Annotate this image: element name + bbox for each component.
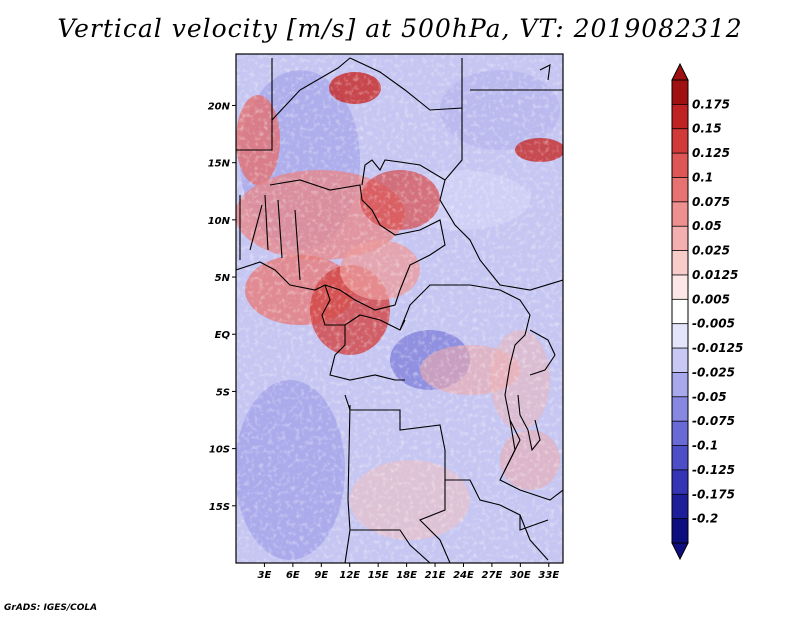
colorbar-swatch (672, 226, 688, 252)
map-frame (235, 53, 564, 564)
colorbar-swatch (672, 348, 688, 373)
lon-tick-label: 9E (314, 570, 328, 581)
lon-tick-label: 33E (538, 570, 559, 581)
colorbar-level-label: -0.005 (692, 317, 735, 331)
lon-tick-label: 27E (482, 570, 503, 581)
colorbar-level-label: -0.075 (692, 414, 735, 428)
colorbar-swatch (672, 250, 688, 276)
colorbar-swatch (672, 445, 688, 471)
lat-tick-label: 10S (209, 445, 230, 456)
colorbar-swatch (672, 274, 688, 300)
lat-tick-label: 20N (208, 101, 231, 112)
lon-tick-label: 30E (510, 570, 531, 581)
colorbar-swatch (672, 396, 688, 422)
chart-title: Vertical velocity [m/s] at 500hPa, VT: 2… (57, 14, 743, 43)
colorbar-swatch (672, 421, 688, 447)
colorbar-top-arrow (671, 62, 689, 81)
lat-tick-label: EQ (215, 330, 231, 341)
colorbar-level-label: 0.125 (692, 146, 730, 160)
colorbar-level-label: 0.1 (692, 170, 713, 184)
colorbar-level-label: -0.025 (692, 365, 735, 379)
colorbar-swatch (672, 177, 688, 203)
longitude-axis: 3E 6E 9E 12E 15E 18E 21E 24E 27E 30E 33E (258, 563, 559, 581)
colorbar-swatch (672, 518, 688, 544)
lon-tick-label: 18E (396, 570, 417, 581)
lon-tick-label: 12E (339, 570, 360, 581)
lon-tick-label: 6E (286, 570, 300, 581)
colorbar-level-label: -0.1 (692, 439, 718, 453)
colorbar-level-label: 0.15 (692, 122, 722, 136)
lon-tick-label: 3E (258, 570, 272, 581)
colorbar-level-label: -0.175 (692, 487, 735, 501)
colorbar-bottom-arrow (671, 542, 689, 561)
velocity-field (236, 54, 563, 563)
colorbar-swatch (672, 469, 688, 495)
colorbar-level-label: 0.0125 (692, 268, 738, 282)
colorbar-level-label: 0.025 (692, 244, 730, 258)
colorbar-swatch (672, 104, 688, 130)
lat-tick-label: 15S (209, 502, 230, 513)
lon-tick-label: 15E (368, 570, 389, 581)
latitude-axis: 20N 15N 10N 5N EQ 5S 10S 15S (208, 101, 236, 513)
lat-tick-label: 5N (215, 273, 231, 284)
footer-credit: GrADS: IGES/COLA (4, 603, 98, 613)
colorbar-level-label: 0.075 (692, 195, 730, 209)
colorbar-swatch (672, 494, 688, 520)
colorbar-swatch (672, 128, 688, 154)
colorbar-level-label: 0.175 (692, 97, 730, 111)
lat-tick-label: 5S (216, 387, 230, 398)
lon-tick-label: 21E (425, 570, 446, 581)
lat-tick-label: 10N (208, 216, 231, 227)
colorbar-swatch (672, 153, 688, 178)
lat-tick-label: 15N (208, 159, 231, 170)
colorbar-level-label: -0.2 (692, 512, 718, 526)
colorbar-level-label: -0.0125 (692, 341, 743, 355)
country-borders (236, 57, 563, 563)
lon-tick-label: 24E (453, 570, 474, 581)
colorbar-level-label: -0.05 (692, 390, 727, 404)
colorbar-swatch (672, 372, 688, 398)
colorbar-swatch (672, 299, 688, 325)
colorbar: 0.175 0.15 0.125 0.1 0.075 0.05 0.025 0.0125 0.0… (671, 62, 743, 561)
colorbar-swatch (672, 80, 688, 105)
colorbar-level-label: -0.125 (692, 463, 735, 477)
colorbar-swatch (672, 201, 688, 227)
colorbar-level-label: 0.05 (692, 219, 722, 233)
colorbar-level-label: 0.005 (692, 292, 730, 306)
colorbar-swatch (672, 323, 688, 349)
